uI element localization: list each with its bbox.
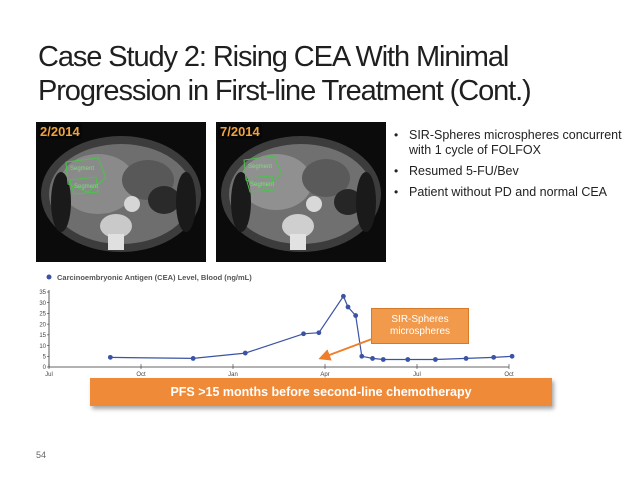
data-point — [370, 356, 375, 361]
ct-scan-jul-2014: 7/2014 Segment Segment — [216, 122, 386, 262]
y-tick-label: 35 — [39, 290, 46, 296]
scan-overlay-text-2: Segment — [250, 182, 274, 188]
y-tick-label: 0 — [43, 365, 47, 371]
callout-arrow-icon — [318, 338, 373, 361]
scan-date-label: 7/2014 — [218, 124, 262, 139]
page-number: 54 — [36, 450, 47, 460]
x-tick-label: Oct — [504, 372, 514, 378]
bullet-icon: • — [394, 185, 399, 199]
y-tick-label: 20 — [39, 322, 46, 328]
bullet-text: SIR-Spheres microspheres concurrent with… — [409, 128, 622, 157]
data-point — [341, 293, 346, 299]
bullet-icon: • — [394, 128, 399, 142]
bullet-icon: • — [394, 164, 399, 178]
y-axis: 0 5 10 15 20 25 30 35 — [39, 290, 50, 371]
pfs-banner: PFS >15 months before second-line chemot… — [90, 378, 552, 406]
sir-spheres-callout: SIR-Spheres microspheres — [371, 308, 469, 344]
y-tick-label: 15 — [39, 333, 46, 339]
x-tick-label: Oct — [136, 372, 146, 378]
title-line-1: Case Study 2: Rising CEA With Minimal — [38, 41, 509, 73]
slide-title: Case Study 2: Rising CEA With Minimal Pr… — [38, 40, 618, 108]
x-tick-label: Jan — [228, 372, 238, 378]
y-tick-label: 25 — [39, 312, 46, 318]
scan-overlay-text: Segment — [248, 164, 272, 170]
scan-overlay-text: Segment — [70, 166, 94, 172]
bullet-item: • Resumed 5-FU/Bev — [390, 164, 622, 179]
scan-overlay-text-2: Segment — [74, 184, 98, 190]
scan-date-label: 2/2014 — [38, 124, 82, 139]
series-line — [110, 295, 513, 361]
chart-title: Carcinoembryonic Antigen (CEA) Level, Bl… — [57, 273, 252, 282]
cea-line-chart: Carcinoembryonic Antigen (CEA) Level, Bl… — [39, 273, 515, 378]
data-point — [242, 350, 248, 356]
y-tick-label: 5 — [43, 354, 47, 360]
x-tick-label: Apr — [320, 372, 329, 378]
callout-line-2: microspheres — [389, 326, 451, 337]
data-point — [359, 353, 365, 359]
ct-scan-image: Segment Segment — [41, 136, 201, 252]
data-point — [353, 313, 359, 318]
ct-scan-image: Segment Segment — [221, 136, 381, 252]
bullet-list: • SIR-Spheres microspheres concurrent wit… — [390, 128, 622, 206]
data-point — [509, 353, 515, 359]
bullet-text: Patient without PD and normal CEA — [409, 185, 608, 199]
bullet-item: • SIR-Spheres microspheres concurrent wit… — [390, 128, 622, 158]
legend-marker-icon — [46, 274, 52, 280]
data-point — [190, 356, 196, 361]
data-point — [301, 331, 306, 337]
data-point — [107, 354, 113, 360]
x-axis: Jul Oct Jan Apr Jul Oct — [45, 364, 514, 378]
x-tick-label: Jul — [413, 372, 421, 378]
bullet-text: Resumed 5-FU/Bev — [409, 164, 519, 178]
series-layer — [107, 293, 515, 362]
x-tick-label: Jul — [45, 372, 53, 378]
y-tick-label: 10 — [39, 344, 46, 350]
callout-line-1: SIR-Spheres — [391, 314, 449, 325]
chart-legend: Carcinoembryonic Antigen (CEA) Level, Bl… — [46, 273, 252, 282]
data-point — [491, 354, 497, 360]
title-line-2: Progression in First-line Treatment (Con… — [38, 75, 532, 107]
data-point — [463, 356, 469, 361]
data-point — [316, 330, 322, 336]
data-point — [380, 357, 386, 362]
data-point — [345, 304, 351, 310]
data-point — [433, 357, 438, 362]
ct-scan-feb-2014: 2/2014 Segment Segment — [36, 122, 206, 262]
data-point — [405, 357, 411, 362]
bullet-item: • Patient without PD and normal CEA — [390, 185, 622, 200]
y-tick-label: 30 — [39, 301, 46, 307]
